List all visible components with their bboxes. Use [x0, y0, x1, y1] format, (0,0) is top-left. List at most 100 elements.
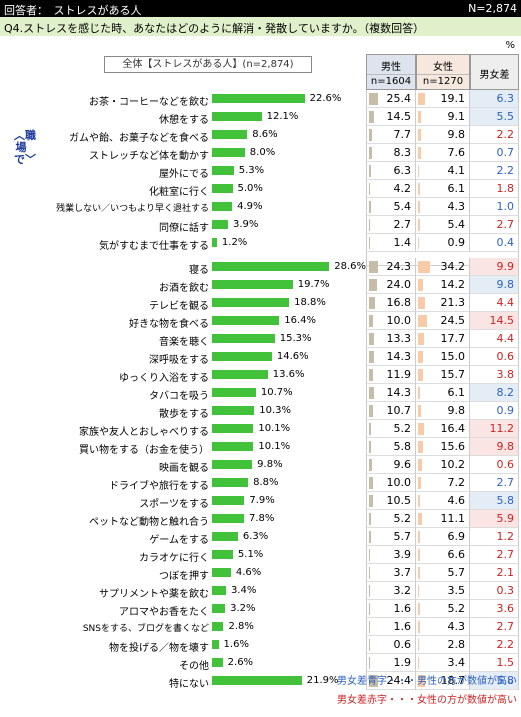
bar-value: 2.8% [228, 621, 254, 632]
bar-value: 10.3% [259, 405, 291, 416]
male-value: 2.7 [366, 216, 416, 234]
bar-total [212, 658, 223, 667]
bar-value: 19.7% [297, 279, 330, 290]
male-mini-bar [369, 495, 373, 507]
male-value: 9.6 [366, 456, 416, 474]
male-value: 1.6 [366, 600, 416, 618]
diff-value: 11.2 [470, 420, 519, 438]
female-value: 6.1 [416, 180, 470, 198]
female-label: 女性 [433, 62, 453, 73]
male-value: 1.9 [366, 654, 416, 672]
female-value: 4.6 [416, 492, 470, 510]
bar-total [212, 388, 256, 397]
diff-value: 2.7 [470, 474, 519, 492]
male-value: 3.7 [366, 564, 416, 582]
bar-value: 10.1% [258, 441, 291, 452]
male-mini-bar [369, 369, 374, 381]
male-value: 6.3 [366, 162, 416, 180]
bar-value: 15.3% [279, 333, 312, 344]
male-mini-bar [369, 675, 378, 687]
row-label: 寝る [189, 265, 209, 276]
bar-value: 7.8% [248, 513, 275, 524]
female-mini-bar [418, 585, 420, 597]
row-label: ゲームをする [149, 535, 209, 546]
female-mini-bar [418, 261, 430, 273]
male-mini-bar [369, 459, 373, 471]
male-mini-bar [369, 549, 371, 561]
male-mini-bar [369, 147, 372, 159]
female-value: 2.8 [416, 636, 470, 654]
row-label: 化粧室に行く [149, 187, 209, 198]
bar-total [212, 280, 293, 289]
bar-total [212, 298, 290, 307]
diff-value: 5.8 [470, 672, 519, 690]
bar-total [212, 406, 255, 415]
female-mini-bar [418, 111, 422, 123]
bar-total [212, 478, 249, 487]
bar-total [212, 586, 226, 595]
bar-total [212, 514, 244, 523]
male-value: 3.2 [366, 582, 416, 600]
row-label: スポーツをする [139, 499, 209, 510]
male-value: 4.2 [366, 180, 416, 198]
bar-value: 6.3% [242, 531, 269, 542]
bar-value: 21.9% [306, 675, 339, 686]
bar-value: 3.4% [230, 585, 257, 596]
female-mini-bar [418, 495, 420, 507]
male-mini-bar [369, 279, 378, 291]
percent-unit: % [505, 40, 515, 51]
female-mini-bar [418, 387, 421, 399]
female-mini-bar [418, 423, 424, 435]
female-value: 5.7 [416, 564, 470, 582]
bar-value: 9.8% [257, 459, 283, 470]
diff-value: 1.5 [470, 654, 519, 672]
row-label: ガムや飴、お菓子などを食べる [69, 133, 209, 144]
header-bar: 回答者： ストレスがある人 N=2,874 [0, 0, 521, 17]
row-label: 同僚に話す [159, 223, 209, 234]
female-mini-bar [418, 549, 421, 561]
bar-total [212, 568, 231, 577]
row-label: ストレッチなど体を動かす [89, 151, 209, 162]
diff-value: 0.4 [470, 234, 519, 252]
male-value: 5.4 [366, 198, 416, 216]
female-value: 4.3 [416, 618, 470, 636]
male-n: n=1604 [367, 74, 415, 87]
male-mini-bar [369, 441, 372, 453]
diff-value: 9.9 [470, 258, 519, 276]
female-value: 21.3 [416, 294, 470, 312]
female-value: 6.1 [416, 384, 470, 402]
bar-total [212, 370, 268, 379]
column-header-female: 女性 n=1270 [416, 54, 470, 90]
diff-value: 5.9 [470, 510, 519, 528]
diff-value: 2.7 [470, 216, 519, 234]
male-value: 24.0 [366, 276, 416, 294]
bar-total [212, 424, 254, 433]
female-value: 11.1 [416, 510, 470, 528]
male-mini-bar [369, 333, 374, 345]
female-mini-bar [418, 603, 420, 615]
row-label: 散歩をする [159, 409, 209, 420]
female-value: 10.2 [416, 456, 470, 474]
bar-total [212, 148, 245, 157]
female-n: n=1270 [417, 74, 469, 87]
question-bar: Q4.ストレスを感じた時、あなたはどのように解消・発散していますか。（複数回答） [0, 17, 521, 36]
bar-value: 8.8% [253, 477, 279, 488]
row-label: 音楽を聴く [159, 337, 209, 348]
diff-value: 5.8 [470, 492, 519, 510]
diff-value: 1.8 [470, 180, 519, 198]
bar-total [212, 130, 248, 139]
male-value: 5.8 [366, 438, 416, 456]
female-value: 7.2 [416, 474, 470, 492]
female-mini-bar [418, 315, 427, 327]
female-value: 15.0 [416, 348, 470, 366]
diff-value: 14.5 [470, 312, 519, 330]
male-value: 1.6 [366, 618, 416, 636]
female-value: 6.6 [416, 546, 470, 564]
bar-total [212, 238, 217, 247]
male-mini-bar [369, 93, 378, 105]
male-label: 男性 [381, 62, 401, 73]
bar-value: 18.8% [294, 297, 326, 308]
female-mini-bar [418, 219, 420, 231]
female-mini-bar [418, 477, 421, 489]
female-value: 14.2 [416, 276, 470, 294]
